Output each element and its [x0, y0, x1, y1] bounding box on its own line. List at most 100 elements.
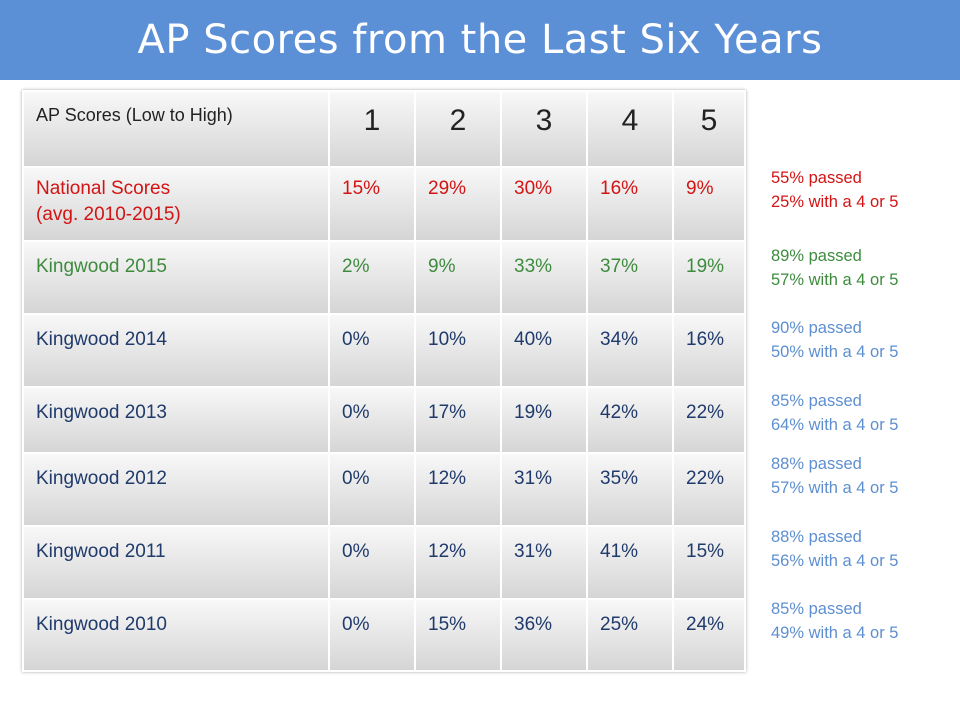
table-cell: 30%: [500, 166, 588, 242]
table-cell: 0%: [328, 313, 416, 388]
cell-value: 41%: [600, 541, 639, 562]
table-row-kingwood-2010: Kingwood 2010 0% 15% 36% 25% 24%: [22, 598, 746, 672]
table-cell: 42%: [586, 386, 674, 454]
table-cell: 29%: [414, 166, 502, 242]
cell-value: 0%: [342, 468, 370, 489]
table-cell: 17%: [414, 386, 502, 454]
table-cell: 16%: [586, 166, 674, 242]
header-score-5: 5: [700, 104, 718, 137]
row-label: Kingwood 2013: [36, 402, 167, 423]
table-cell: 0%: [328, 452, 416, 527]
cell-value: 22%: [686, 402, 725, 423]
cell-value: 25%: [600, 614, 639, 635]
cell-value: 30%: [514, 178, 553, 199]
table-cell: 22%: [672, 386, 746, 454]
summary-kingwood-2013: 85% passed 64% with a 4 or 5: [771, 389, 899, 437]
table-cell: 24%: [672, 598, 746, 672]
summary-high: 25% with a 4 or 5: [771, 193, 899, 211]
summary-high: 49% with a 4 or 5: [771, 624, 899, 642]
row-label-cell: Kingwood 2013: [22, 386, 330, 454]
header-score-cell: 1: [328, 90, 416, 168]
table-cell: 31%: [500, 525, 588, 600]
cell-value: 34%: [600, 329, 639, 350]
cell-value: 15%: [686, 541, 725, 562]
summary-kingwood-2014: 90% passed 50% with a 4 or 5: [771, 316, 899, 364]
cell-value: 40%: [514, 329, 553, 350]
cell-value: 22%: [686, 468, 725, 489]
table-cell: 9%: [672, 166, 746, 242]
row-label-cell: Kingwood 2011: [22, 525, 330, 600]
summary-kingwood-2015: 89% passed 57% with a 4 or 5: [771, 244, 899, 292]
header-score-4: 4: [621, 104, 639, 137]
table-cell: 40%: [500, 313, 588, 388]
cell-value: 15%: [428, 614, 467, 635]
table-cell: 41%: [586, 525, 674, 600]
row-label: Kingwood 2014: [36, 329, 167, 350]
cell-value: 33%: [514, 256, 553, 277]
row-label-cell: Kingwood 2010: [22, 598, 330, 672]
cell-value: 12%: [428, 468, 467, 489]
row-label: Kingwood 2011: [36, 541, 166, 562]
summary-passed: 89% passed: [771, 247, 862, 265]
page-title: AP Scores from the Last Six Years: [137, 17, 823, 63]
table-row-kingwood-2012: Kingwood 2012 0% 12% 31% 35% 22%: [22, 452, 746, 527]
row-label: Kingwood 2012: [36, 468, 167, 489]
summary-passed: 55% passed: [771, 169, 862, 187]
table-cell: 12%: [414, 452, 502, 527]
table-header-row: AP Scores (Low to High) 1 2 3 4 5: [22, 90, 746, 168]
table-cell: 35%: [586, 452, 674, 527]
summary-kingwood-2010: 85% passed 49% with a 4 or 5: [771, 597, 899, 645]
cell-value: 9%: [428, 256, 456, 277]
cell-value: 19%: [686, 256, 725, 277]
summary-kingwood-2011: 88% passed 56% with a 4 or 5: [771, 525, 899, 573]
title-bar: AP Scores from the Last Six Years: [0, 0, 960, 80]
table-cell: 0%: [328, 386, 416, 454]
summary-high: 56% with a 4 or 5: [771, 552, 899, 570]
table-cell: 36%: [500, 598, 588, 672]
cell-value: 24%: [686, 614, 725, 635]
cell-value: 10%: [428, 329, 467, 350]
cell-value: 37%: [600, 256, 639, 277]
table-cell: 19%: [672, 240, 746, 315]
table-cell: 19%: [500, 386, 588, 454]
header-score-cell: 5: [672, 90, 746, 168]
summary-high: 57% with a 4 or 5: [771, 479, 899, 497]
cell-value: 0%: [342, 402, 370, 423]
table-cell: 31%: [500, 452, 588, 527]
row-label: National Scores (avg. 2010-2015): [24, 168, 328, 228]
table-cell: 0%: [328, 598, 416, 672]
cell-value: 0%: [342, 541, 370, 562]
cell-value: 0%: [342, 329, 370, 350]
table-row-kingwood-2011: Kingwood 2011 0% 12% 31% 41% 15%: [22, 525, 746, 600]
cell-value: 17%: [428, 402, 467, 423]
header-score-2: 2: [449, 104, 467, 137]
cell-value: 16%: [686, 329, 725, 350]
row-label-cell: Kingwood 2014: [22, 313, 330, 388]
row-label: Kingwood 2010: [36, 614, 167, 635]
table-row-national: National Scores (avg. 2010-2015) 15% 29%…: [22, 166, 746, 242]
table-cell: 12%: [414, 525, 502, 600]
ap-scores-table: AP Scores (Low to High) 1 2 3 4 5 Nation…: [22, 90, 746, 672]
summary-passed: 85% passed: [771, 392, 862, 410]
row-label: Kingwood 2015: [36, 256, 167, 277]
summary-passed: 90% passed: [771, 319, 862, 337]
summary-passed: 88% passed: [771, 528, 862, 546]
summary-national: 55% passed 25% with a 4 or 5: [771, 166, 899, 214]
cell-value: 15%: [342, 178, 381, 199]
cell-value: 12%: [428, 541, 467, 562]
table-row-kingwood-2014: Kingwood 2014 0% 10% 40% 34% 16%: [22, 313, 746, 388]
table-cell: 33%: [500, 240, 588, 315]
table-cell: 25%: [586, 598, 674, 672]
summary-high: 64% with a 4 or 5: [771, 416, 899, 434]
cell-value: 36%: [514, 614, 553, 635]
cell-value: 42%: [600, 402, 639, 423]
header-label-cell: AP Scores (Low to High): [22, 90, 330, 168]
row-label-cell: Kingwood 2012: [22, 452, 330, 527]
row-label-cell: Kingwood 2015: [22, 240, 330, 315]
header-score-3: 3: [535, 104, 553, 137]
summary-passed: 88% passed: [771, 455, 862, 473]
table-cell: 2%: [328, 240, 416, 315]
table-cell: 9%: [414, 240, 502, 315]
cell-value: 16%: [600, 178, 639, 199]
cell-value: 31%: [514, 468, 553, 489]
